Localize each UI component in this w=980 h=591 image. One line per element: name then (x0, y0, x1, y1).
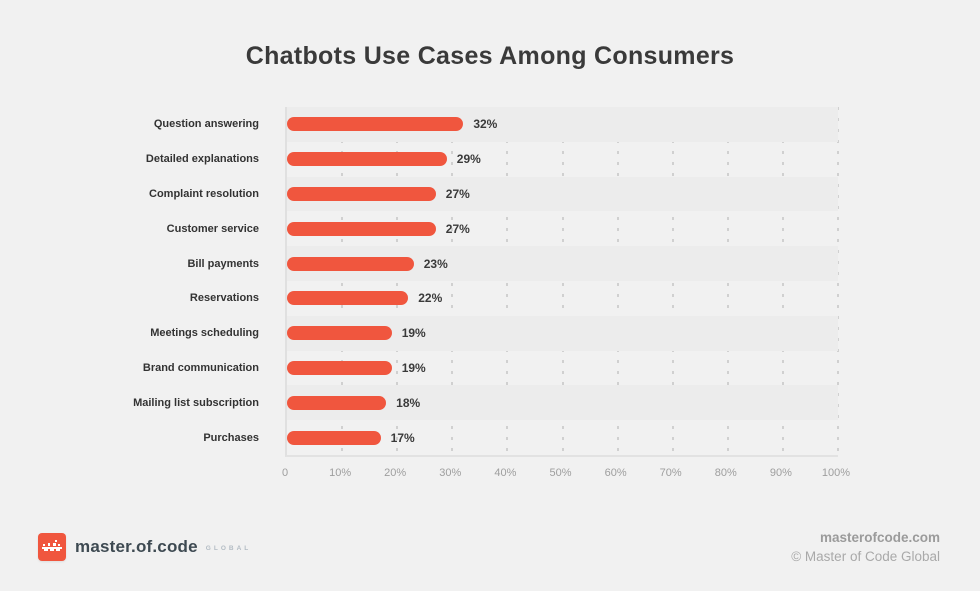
gridline-70 (671, 107, 674, 455)
x-tick-label: 100% (821, 467, 851, 479)
value-label: 27% (445, 186, 470, 201)
value-label: 29% (456, 152, 481, 167)
bar (287, 221, 436, 236)
gridline-50 (561, 107, 564, 455)
chart-row: Purchases 17% (203, 420, 838, 455)
gridline-90 (781, 107, 784, 455)
value-label: 18% (396, 395, 421, 410)
value-label: 17% (390, 430, 415, 445)
gridline-30 (451, 107, 454, 455)
gridline-80 (726, 107, 729, 455)
bar (287, 395, 387, 410)
attribution: masterofcode.com © Master of Code Global (791, 530, 940, 564)
bar (287, 152, 447, 167)
value-label: 27% (445, 221, 470, 236)
gridline-40 (506, 107, 509, 455)
logo-wordmark: master.of.code (75, 537, 198, 556)
chart-row: Mailing list subscription 18% (133, 385, 838, 421)
x-tick-label: 40% (494, 467, 517, 479)
master-of-code-logo: master.of.code GLOBAL (38, 533, 251, 561)
category-label: Purchases (203, 431, 259, 444)
bar (287, 186, 436, 201)
category-label: Customer service (166, 222, 259, 235)
x-tick-label: 30% (439, 467, 462, 479)
chart-row: Complaint resolution 27% (149, 176, 838, 212)
chart-row: Customer service 27% (167, 211, 838, 246)
category-label: Meetings scheduling (150, 327, 259, 340)
x-tick-label: 70% (659, 467, 682, 479)
chart-row: Question answering 32% (154, 107, 838, 142)
chart-rows: Question answering 32% Detailed explanatio… (133, 107, 838, 455)
gridline-60 (616, 107, 619, 455)
category-label: Mailing list subscription (133, 396, 259, 409)
x-tick-label: 90% (769, 467, 792, 479)
x-tick-label: 10% (329, 467, 352, 479)
bar (287, 430, 381, 445)
bar-chart-plot-area: Question answering 32% Detailed explanatio… (133, 107, 839, 457)
gridline-100 (837, 107, 839, 455)
chart-row: Reservations 22% (190, 281, 838, 316)
bar (287, 291, 409, 306)
x-tick-label: 20% (384, 467, 407, 479)
x-tick-label: 60% (604, 467, 627, 479)
bar (287, 117, 464, 132)
logo-global-label: GLOBAL (205, 545, 252, 552)
bar (287, 326, 392, 341)
value-label: 22% (418, 291, 443, 306)
website-text: masterofcode.com (819, 530, 940, 545)
category-label: Complaint resolution (149, 187, 259, 200)
value-label: 23% (423, 256, 448, 271)
chart-row: Brand communication 19% (143, 351, 838, 386)
chart-title: Chatbots Use Cases Among Consumers (245, 42, 735, 70)
category-label: Detailed explanations (145, 153, 259, 166)
chart-row: Detailed explanations 29% (146, 142, 838, 177)
gridline-10 (341, 107, 344, 455)
category-label: Question answering (153, 118, 259, 131)
gridline-20 (396, 107, 399, 455)
value-label: 19% (401, 326, 426, 341)
x-tick-label: 0 (281, 467, 289, 479)
chart-row: Bill payments 23% (187, 246, 838, 281)
x-tick-label: 50% (549, 467, 572, 479)
x-tick-label: 80% (714, 467, 737, 479)
chart-row: Meetings scheduling 19% (150, 315, 838, 351)
category-label: Reservations (189, 292, 259, 305)
value-label: 32% (473, 117, 498, 132)
category-label: Brand communication (142, 361, 259, 374)
bar (287, 256, 414, 271)
category-label: Bill payments (187, 257, 259, 270)
bar (287, 360, 392, 375)
value-label: 19% (401, 360, 426, 375)
x-axis: 0 10% 20% 30% 40% 50% 60% 70% 80% 90% 100% (281, 467, 850, 483)
copyright-text: © Master of Code Global (791, 549, 940, 564)
crown-pixel-icon (38, 533, 66, 561)
